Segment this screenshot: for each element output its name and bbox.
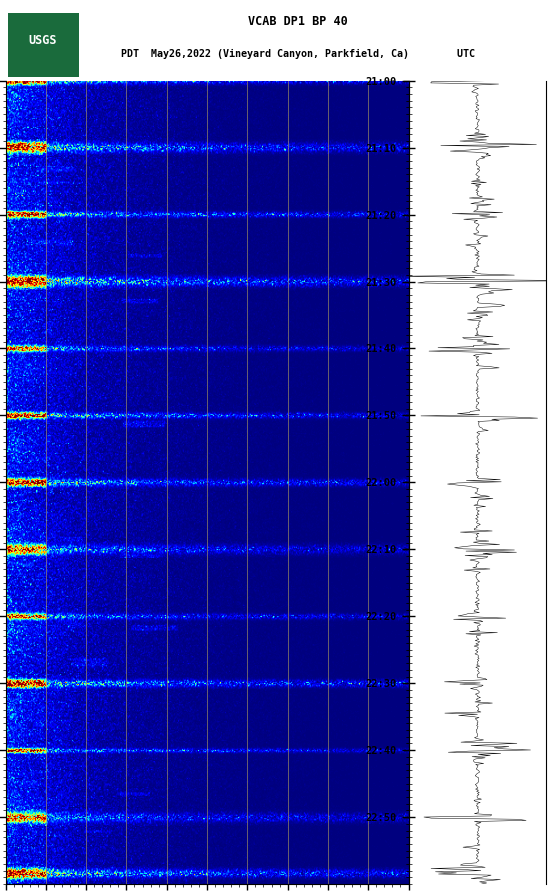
- Text: VCAB DP1 BP 40: VCAB DP1 BP 40: [248, 14, 348, 28]
- Bar: [8, 13, 78, 77]
- Text: PDT  May26,2022 (Vineyard Canyon, Parkfield, Ca)        UTC: PDT May26,2022 (Vineyard Canyon, Parkfie…: [121, 49, 475, 59]
- Text: USGS: USGS: [28, 34, 56, 47]
